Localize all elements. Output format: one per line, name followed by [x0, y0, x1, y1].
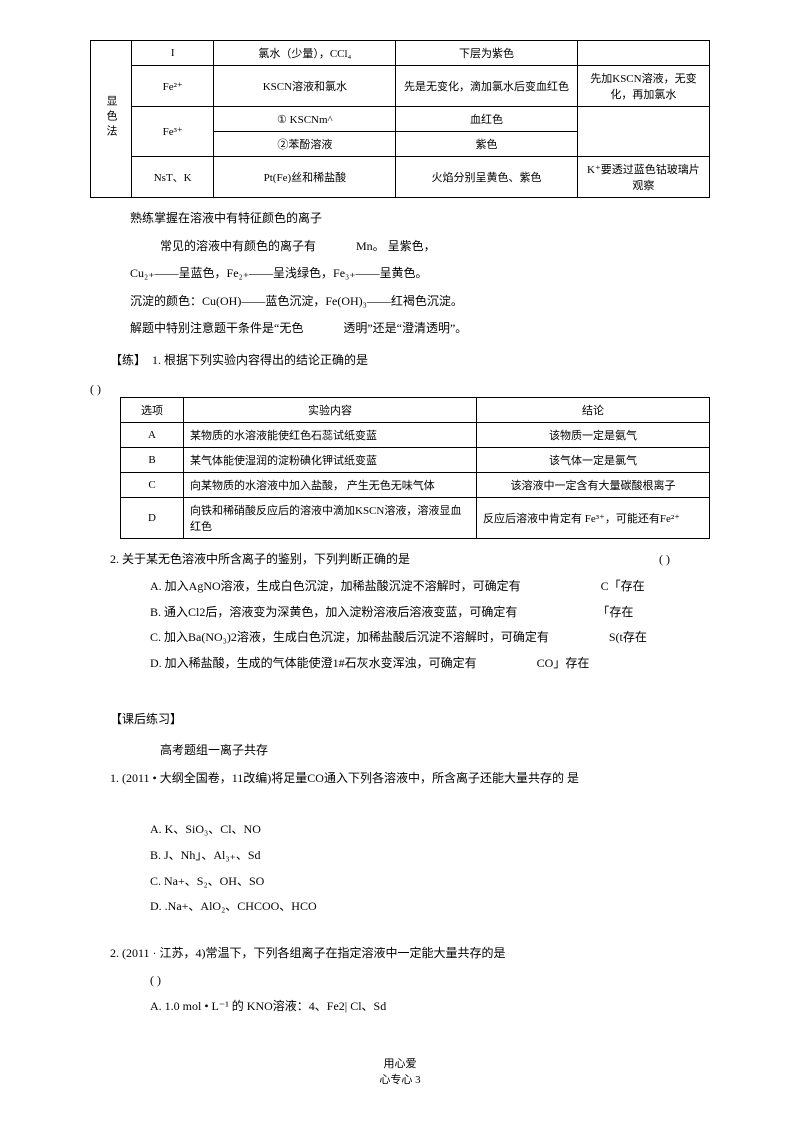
experiment-table: 选项 实验内容 结论 A 某物质的水溶液能使红色石蕊试纸变蓝 该物质一定是氨气 … — [120, 397, 710, 539]
t2-rA-opt: A — [121, 422, 184, 447]
side-label: 显色法 — [103, 95, 119, 140]
t2-rD-opt: D — [121, 497, 184, 538]
t2-rB-con: 该气体一定是氯气 — [477, 447, 710, 472]
t1-r1-c3: 下层为紫色 — [396, 41, 578, 66]
t2-rD-con: 反应后溶液中肯定有 Fe³⁺，可能还有Fe²⁺ — [477, 497, 710, 538]
hw2-paren: ( ) — [150, 970, 710, 992]
t1-r3-c2b: ②苯酚溶液 — [214, 132, 396, 157]
t2-rC-exp: 向某物质的水溶液中加入盐酸， 产生无色无味气体 — [184, 472, 477, 497]
t1-r1-c4 — [577, 41, 709, 66]
after-class-sub: 高考题组一离子共存 — [160, 740, 710, 762]
q2-A: A. 加入AgNO溶液，生成白色沉淀，加稀盐酸沉淀不溶解时，可确定有C「存在 — [150, 576, 710, 598]
t2-rC-opt: C — [121, 472, 184, 497]
hw1-A: A. K、SiO₃、Cl、NO — [150, 819, 710, 841]
t2-rA-con: 该物质一定是氨气 — [477, 422, 710, 447]
hw2-A: A. 1.0 mol • L⁻¹ 的 KNO溶液：4、Fe2| Cl、Sd — [150, 996, 710, 1018]
t1-r4-c4: K⁺要透过蓝色钴玻璃片观察 — [577, 157, 709, 198]
t1-r3-c2a: ① KSCNm^ — [214, 107, 396, 132]
practice-paren: ( ) — [90, 382, 710, 397]
q2-B: B. 通入Cl2后，溶液变为深黄色，加入淀粉溶液后溶液变蓝，可确定有「存在 — [150, 602, 710, 624]
t1-r1-c1: I — [131, 41, 214, 66]
t2-h1: 选项 — [121, 397, 184, 422]
t1-r3-c3b: 紫色 — [396, 132, 578, 157]
t2-rB-exp: 某气体能使湿润的淀粉碘化钾试纸变蓝 — [184, 447, 477, 472]
t2-rC-con: 该溶液中一定含有大量碳酸根离子 — [477, 472, 710, 497]
t1-r4-c3: 火焰分别呈黄色、紫色 — [396, 157, 578, 198]
t2-rD-exp: 向铁和稀硝酸反应后的溶液中滴加KSCN溶液，溶液显血红色 — [184, 497, 477, 538]
t2-rB-opt: B — [121, 447, 184, 472]
t1-r2-c1: Fe²⁺ — [131, 66, 214, 107]
t2-h3: 结论 — [477, 397, 710, 422]
t1-r3-c1: Fe³⁺ — [131, 107, 214, 157]
t1-r2-c4: 先加KSCN溶液，无变化，再加氯水 — [577, 66, 709, 107]
t1-r3-c4 — [577, 107, 709, 157]
para-3: Cu₂₊——呈蓝色，Fe₂₊——呈浅绿色，Fe₃₊——呈黄色。 — [130, 263, 710, 285]
hw2-stem: 2. (2011 · 江苏，4)常温下，下列各组离子在指定溶液中一定能大量共存的… — [110, 943, 710, 965]
page-footer: 用心爱 心专心 3 — [90, 1057, 710, 1088]
para-5: 解题中特别注意题干条件是“无色透明”还是“澄清透明”。 — [130, 318, 710, 340]
para-1: 熟练掌握在溶液中有特征颜色的离子 — [130, 208, 710, 230]
hw1-B: B. J、Nh」、Al₃₊、Sd — [150, 845, 710, 867]
t1-r3-c3a: 血红色 — [396, 107, 578, 132]
hw1-C: C. Na+、S₂、OH、SO — [150, 871, 710, 893]
t1-r4-c2: Pt(Fe)丝和稀盐酸 — [214, 157, 396, 198]
para-2: 常见的溶液中有颜色的离子有Mn。 呈紫色， — [160, 236, 710, 258]
t1-r2-c2: KSCN溶液和氯水 — [214, 66, 396, 107]
q2-C: C. 加入Ba(NO₃)2溶液，生成白色沉淀，加稀盐酸后沉淀不溶解时，可确定有S… — [150, 627, 710, 649]
t1-r2-c3: 先是无变化，滴加氯水后变血红色 — [396, 66, 578, 107]
t1-r4-c1: NsT、K — [131, 157, 214, 198]
hw1-stem: 1. (2011 • 大纲全国卷，11改编)将足量CO通入下列各溶液中，所含离子… — [110, 768, 710, 790]
t2-rA-exp: 某物质的水溶液能使红色石蕊试纸变蓝 — [184, 422, 477, 447]
para-4: 沉淀的颜色：Cu(OH)——蓝色沉淀，Fe(OH)₃——红褐色沉淀。 — [130, 291, 710, 313]
t2-h2: 实验内容 — [184, 397, 477, 422]
after-class-label: 【课后练习】 — [110, 709, 710, 731]
t1-r1-c2: 氯水（少量），CCl₄ — [214, 41, 396, 66]
color-method-table: 显色法 I 氯水（少量），CCl₄ 下层为紫色 Fe²⁺ KSCN溶液和氯水 先… — [90, 40, 710, 198]
hw1-D: D. .Na+、AlO₂、CHCOO、HCO — [150, 896, 710, 918]
q2-stem: 2. 关于某无色溶液中所含离子的鉴别，下列判断正确的是 ( ) — [110, 549, 710, 571]
q2-D: D. 加入稀盐酸，生成的气体能使澄1#石灰水变浑浊，可确定有CO」存在 — [150, 653, 710, 675]
practice-label: 【练】 1. 根据下列实验内容得出的结论正确的是 — [110, 350, 710, 372]
